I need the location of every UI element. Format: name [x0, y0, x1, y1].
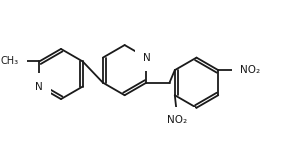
- Text: NO₂: NO₂: [240, 65, 260, 75]
- Text: NO₂: NO₂: [167, 115, 187, 125]
- Text: N: N: [143, 53, 151, 63]
- Text: N: N: [35, 82, 43, 92]
- Text: CH₃: CH₃: [1, 56, 19, 66]
